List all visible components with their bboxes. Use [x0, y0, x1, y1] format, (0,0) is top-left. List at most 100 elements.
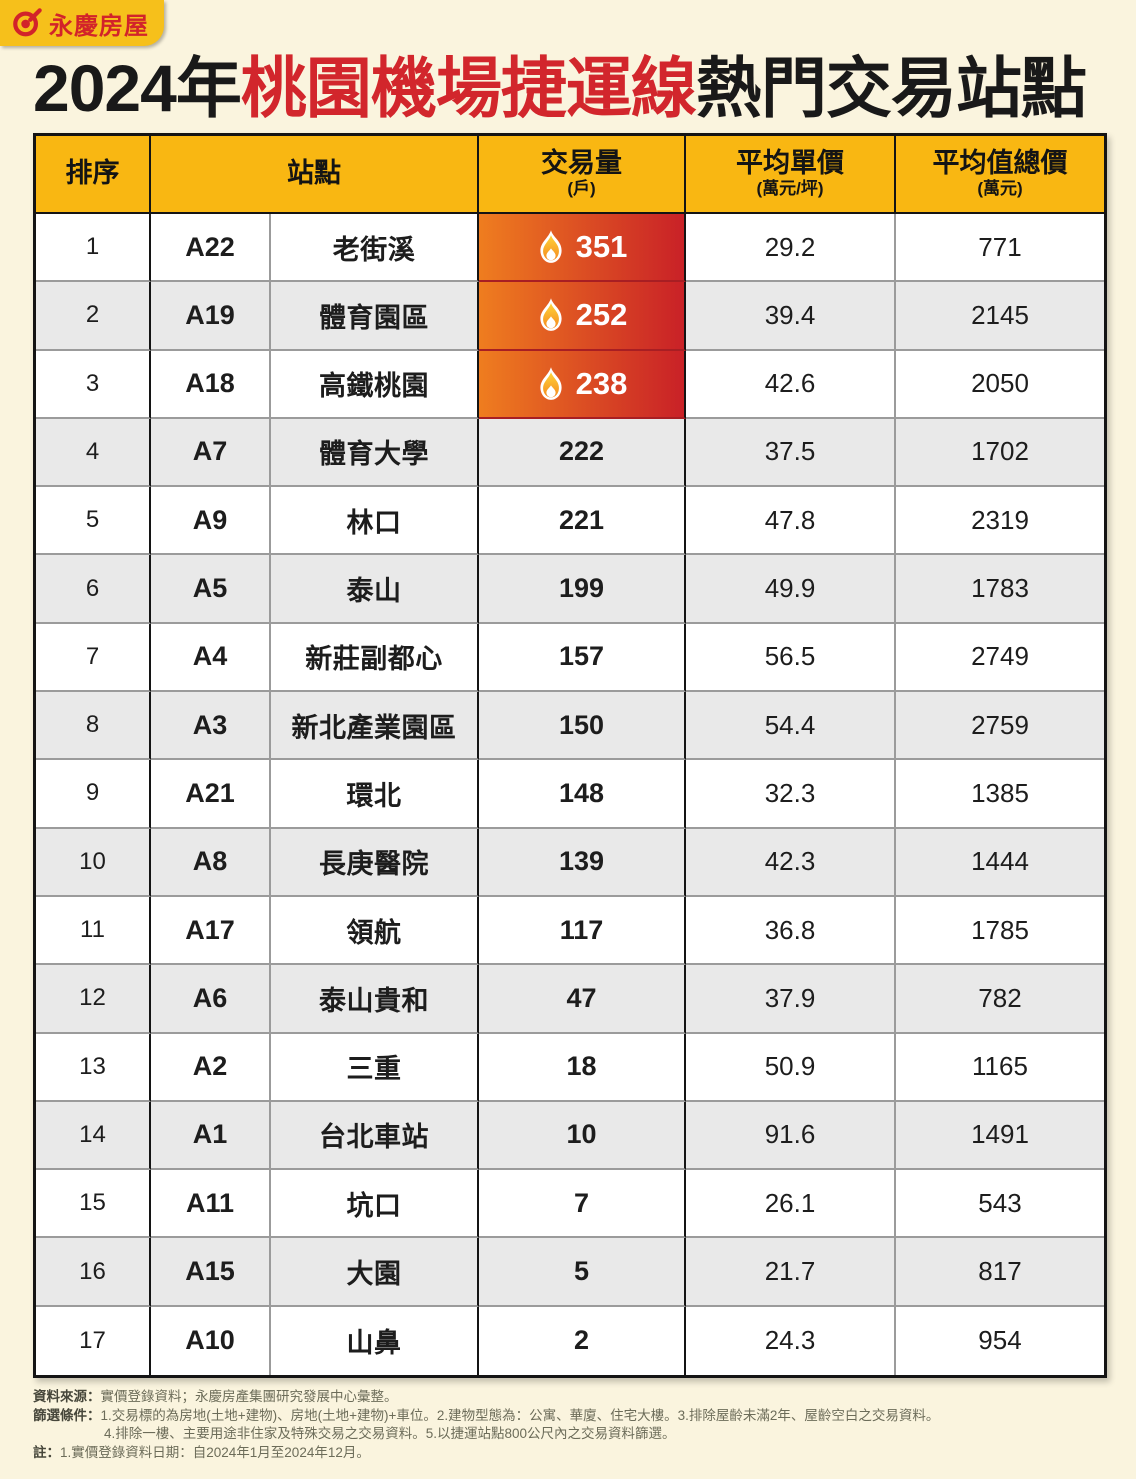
cell-rank: 11 — [36, 896, 151, 966]
cell-code: A22 — [151, 213, 271, 283]
cell-total: 1444 — [896, 829, 1104, 897]
filter-label: 篩選條件： — [33, 1407, 101, 1423]
cell-unit: 37.9 — [686, 965, 896, 1034]
cell-name: 坑口 — [271, 1170, 479, 1239]
table-row: 13 A2 三重 18 50.9 1165 — [36, 1033, 1104, 1102]
cell-code: A17 — [151, 896, 271, 966]
table-body: 1 A22 老街溪 351 29.2 771 2 A19 體育園區 252 39.4 2145 3 A18… — [36, 213, 1104, 1375]
title-prefix: 2024年 — [33, 51, 242, 125]
cell-volume: 47 — [479, 965, 686, 1034]
filter-note-1: 篩選條件：1.交易標的為房地(土地+建物)、房地(土地+建物)+車位。2.建物型… — [33, 1407, 1103, 1426]
col-header-rank: 排序 — [36, 135, 151, 212]
cell-total: 1785 — [896, 897, 1104, 966]
cell-code: A9 — [151, 487, 271, 556]
cell-code: A5 — [151, 555, 271, 624]
cell-code: A18 — [151, 350, 271, 419]
cell-unit: 36.8 — [686, 896, 896, 966]
cell-total: 954 — [978, 1325, 1022, 1356]
col-header-station: 站點 — [151, 135, 479, 212]
col-header-unit-price: 平均單價 (萬元/坪) — [686, 135, 896, 212]
filter-text-1: 1.交易標的為房地(土地+建物)、房地(土地+建物)+車位。2.建物型態為：公寓… — [100, 1407, 940, 1423]
cell-rank: 4 — [36, 418, 151, 488]
cell-code: A19 — [151, 282, 271, 351]
page-title: 2024年桃園機場捷運線熱門交易站點 — [33, 51, 1103, 125]
table-row: 11 A17 領航 117 36.8 1785 — [36, 896, 1104, 966]
cell-total: 2145 — [896, 282, 1104, 351]
filter-note-2: 4.排除一樓、主要用途非住家及特殊交易之交易資料。5.以捷運站點800公尺內之交… — [33, 1425, 1103, 1444]
cell-unit: 47.8 — [686, 487, 896, 556]
cell-volume: 10 — [479, 1101, 686, 1171]
cell-name: 林口 — [271, 487, 479, 556]
cell-volume: 139 — [479, 828, 686, 897]
table-row: 6 A5 泰山 199 49.9 1783 — [36, 555, 1104, 624]
cell-volume: 150 — [479, 692, 686, 761]
cell-total: 1385 — [896, 760, 1104, 829]
cell-total: 1702 — [896, 419, 1104, 488]
cell-name: 大園 — [271, 1238, 479, 1307]
cell-volume: 148 — [479, 760, 686, 829]
cell-volume: 2 — [479, 1306, 686, 1375]
cell-rank: 6 — [36, 555, 151, 624]
cell-rank: 17 — [36, 1306, 151, 1375]
source-text: 實價登錄資料；永慶房產集團研究發展中心彙整。 — [100, 1389, 398, 1404]
table-row: 10 A8 長庚醫院 139 42.3 1444 — [36, 828, 1104, 897]
cell-rank: 7 — [36, 623, 151, 693]
cell-code: A10 — [151, 1306, 271, 1375]
table-header-row: 排序 站點 交易量 (戶) 平均單價 (萬元/坪) 平均值總價 (萬元) — [36, 135, 1104, 214]
stations-table: 排序 站點 交易量 (戶) 平均單價 (萬元/坪) 平均值總價 (萬元) 1 A2… — [33, 132, 1107, 1378]
cell-total: 2749 — [896, 624, 1104, 693]
cell-rank: 1 — [36, 213, 151, 283]
cell-name: 環北 — [271, 760, 479, 829]
cell-name: 領航 — [271, 896, 479, 966]
table-row: 5 A9 林口 221 47.8 2319 — [36, 487, 1104, 556]
cell-rank: 9 — [36, 760, 151, 829]
cell-name: 高鐵桃園 — [271, 350, 479, 419]
cell-total: 782 — [896, 965, 1104, 1034]
table-row: 3 A18 高鐵桃園 238 42.6 2050 — [36, 350, 1104, 419]
cell-total: 2759 — [896, 692, 1104, 761]
cell-unit: 21.7 — [686, 1238, 896, 1307]
title-highlight: 桃園機場捷運線 — [240, 51, 697, 125]
cell-unit: 54.4 — [686, 692, 896, 761]
note-label: 註： — [33, 1444, 60, 1460]
cell-unit: 49.9 — [686, 555, 896, 624]
cell-name: 泰山 — [271, 555, 479, 624]
table-row: 15 A11 坑口 7 26.1 543 — [36, 1170, 1104, 1239]
cell-total: 817 — [896, 1238, 1104, 1307]
cell-total: 771 — [896, 214, 1104, 283]
cell-rank: 13 — [36, 1033, 151, 1102]
cell-volume: 221 — [479, 487, 686, 556]
cell-unit: 91.6 — [686, 1101, 896, 1171]
table-row: 14 A1 台北車站 10 91.6 1491 — [36, 1101, 1104, 1171]
yungching-logo-icon — [13, 8, 42, 37]
cell-rank: 3 — [36, 350, 151, 419]
cell-volume: 7 — [479, 1170, 686, 1239]
cell-volume: 199 — [479, 555, 686, 624]
hot-volume-value: 252 — [575, 297, 628, 333]
cell-rank: 12 — [36, 965, 151, 1034]
cell-code: A2 — [151, 1033, 271, 1102]
cell-unit: 56.5 — [686, 623, 896, 693]
cell-total: 1491 — [896, 1102, 1104, 1171]
cell-volume: 252 — [479, 282, 686, 351]
cell-name: 山鼻 — [271, 1306, 479, 1375]
flame-icon — [540, 298, 562, 332]
table-row: 9 A21 環北 148 32.3 1385 — [36, 760, 1104, 829]
footer-notes: 資料來源：實價登錄資料；永慶房產集團研究發展中心彙整。 篩選條件：1.交易標的為… — [33, 1388, 1103, 1462]
cell-rank: 10 — [36, 828, 151, 897]
filter-text-2: 4.排除一樓、主要用途非住家及特殊交易之交易資料。5.以捷運站點800公尺內之交… — [104, 1426, 676, 1441]
cell-code: A7 — [151, 418, 271, 488]
cell-name: 新莊副都心 — [271, 623, 479, 693]
flame-icon — [540, 366, 562, 400]
cell-unit: 37.5 — [686, 418, 896, 488]
cell-code: A11 — [151, 1170, 271, 1239]
col-header-total-price: 平均值總價 (萬元) — [932, 147, 1068, 198]
cell-volume: 117 — [479, 896, 686, 966]
cell-rank: 16 — [36, 1238, 151, 1307]
cell-name: 體育大學 — [271, 418, 479, 488]
cell-volume: 5 — [479, 1238, 686, 1307]
cell-code: A3 — [151, 692, 271, 761]
cell-rank: 5 — [36, 487, 151, 556]
title-suffix: 熱門交易站點 — [695, 51, 1087, 125]
